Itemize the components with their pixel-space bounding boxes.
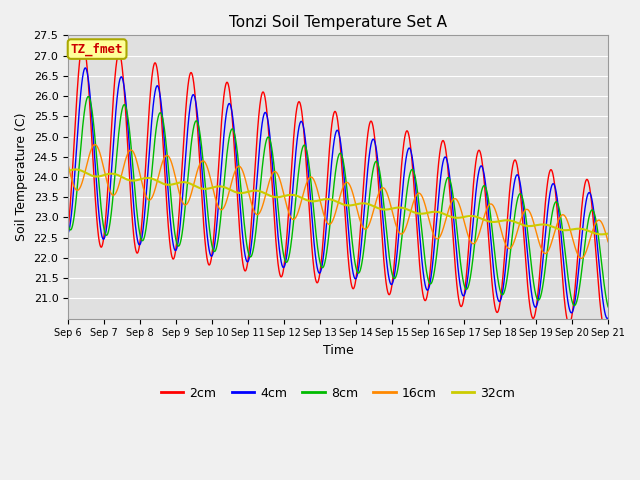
- 32cm: [553, 226, 561, 231]
- 32cm: [604, 231, 612, 237]
- 4cm: [215, 194, 223, 200]
- 32cm: [64, 168, 72, 174]
- 16cm: [91, 142, 99, 147]
- 2cm: [604, 319, 612, 325]
- 4cm: [401, 170, 408, 176]
- 2cm: [601, 327, 609, 333]
- Title: Tonzi Soil Temperature Set A: Tonzi Soil Temperature Set A: [229, 15, 447, 30]
- 16cm: [577, 255, 585, 261]
- 32cm: [598, 231, 605, 237]
- Text: TZ_fmet: TZ_fmet: [71, 42, 124, 56]
- Line: 32cm: 32cm: [68, 169, 608, 234]
- 2cm: [79, 40, 87, 46]
- 32cm: [180, 179, 188, 185]
- 2cm: [604, 318, 612, 324]
- 4cm: [604, 315, 612, 321]
- 8cm: [64, 221, 72, 227]
- 8cm: [604, 303, 612, 309]
- 4cm: [553, 193, 561, 199]
- 16cm: [604, 239, 612, 245]
- 4cm: [64, 230, 72, 236]
- 8cm: [553, 199, 561, 205]
- Line: 4cm: 4cm: [68, 68, 608, 319]
- 8cm: [215, 229, 223, 235]
- 8cm: [180, 216, 188, 222]
- 32cm: [401, 205, 408, 211]
- 16cm: [604, 238, 612, 244]
- 4cm: [391, 270, 399, 276]
- 16cm: [215, 205, 223, 211]
- 32cm: [215, 183, 223, 189]
- 4cm: [81, 65, 89, 71]
- 2cm: [215, 155, 223, 161]
- 8cm: [84, 94, 92, 99]
- 2cm: [180, 133, 188, 139]
- 16cm: [180, 202, 188, 207]
- 2cm: [391, 255, 399, 261]
- 8cm: [604, 304, 612, 310]
- 32cm: [391, 205, 399, 211]
- 32cm: [72, 167, 79, 172]
- 16cm: [64, 162, 72, 168]
- 32cm: [604, 231, 612, 237]
- Y-axis label: Soil Temperature (C): Soil Temperature (C): [15, 113, 28, 241]
- X-axis label: Time: Time: [323, 344, 353, 357]
- 8cm: [391, 276, 399, 281]
- 4cm: [604, 316, 611, 322]
- 4cm: [180, 175, 188, 181]
- Line: 2cm: 2cm: [68, 43, 608, 330]
- 2cm: [401, 138, 408, 144]
- 16cm: [553, 222, 561, 228]
- 8cm: [401, 213, 408, 218]
- Line: 8cm: 8cm: [68, 96, 608, 307]
- 16cm: [391, 218, 399, 224]
- Legend: 2cm, 4cm, 8cm, 16cm, 32cm: 2cm, 4cm, 8cm, 16cm, 32cm: [156, 382, 520, 405]
- 16cm: [401, 228, 408, 234]
- 4cm: [604, 315, 612, 321]
- 2cm: [64, 225, 72, 231]
- 2cm: [553, 204, 561, 210]
- Line: 16cm: 16cm: [68, 144, 608, 258]
